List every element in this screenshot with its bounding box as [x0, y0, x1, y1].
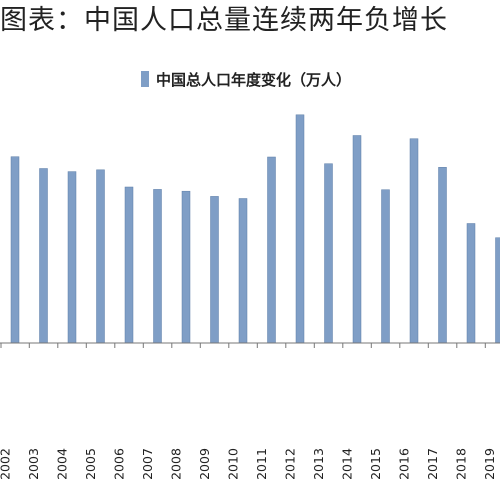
x-tick-label-2015: 2015 — [368, 448, 383, 480]
x-tick-label-2014: 2014 — [340, 448, 355, 480]
bar-2010 — [238, 198, 248, 344]
bar-2002 — [10, 156, 20, 344]
x-tick-label-2005: 2005 — [83, 448, 98, 480]
x-tick-label-2013: 2013 — [311, 448, 326, 480]
bar-2012 — [295, 114, 305, 344]
x-tick-label-2002: 2002 — [0, 448, 13, 480]
bar-2003 — [39, 168, 48, 344]
x-tick-label-2009: 2009 — [197, 448, 212, 480]
legend-label: 中国总人口年度变化（万人） — [156, 71, 351, 89]
x-tick-label-2017: 2017 — [425, 448, 440, 480]
bar-2017 — [438, 167, 447, 344]
x-axis-tick-labels: 2002 2003 2004 2005 2006 2007 2008 2009 2010 2011… — [0, 448, 497, 480]
bar-2009 — [210, 196, 219, 344]
x-tick-label-2012: 2012 — [283, 448, 298, 480]
x-tick-label-2003: 2003 — [26, 448, 41, 480]
bar-2013 — [324, 163, 333, 344]
bar-2007 — [153, 189, 162, 344]
bars — [10, 114, 500, 344]
bar-2005 — [96, 169, 105, 344]
page-title: 图表：中国人口总量连续两年负增长 — [0, 5, 448, 36]
legend: 中国总人口年度变化（万人） — [141, 71, 351, 89]
x-tick-label-2004: 2004 — [55, 448, 70, 480]
legend-swatch — [141, 71, 149, 87]
bar-2011 — [267, 156, 276, 344]
bar-2008 — [181, 190, 191, 344]
x-tick-label-2011: 2011 — [254, 448, 269, 480]
bar-2015 — [381, 189, 390, 344]
x-tick-label-2010: 2010 — [226, 448, 241, 480]
x-tick-label-2007: 2007 — [140, 448, 155, 480]
bar-2016 — [409, 138, 419, 344]
bar-2014 — [352, 135, 362, 344]
x-tick-label-2018: 2018 — [454, 448, 469, 480]
x-tick-label-2008: 2008 — [169, 448, 184, 480]
x-axis-ticks — [0, 343, 486, 348]
x-tick-label-2019: 2019 — [482, 448, 497, 480]
x-tick-label-2006: 2006 — [112, 448, 127, 480]
bar-2004 — [67, 171, 77, 344]
bar-2006 — [124, 186, 134, 344]
x-tick-label-2016: 2016 — [397, 448, 412, 480]
bar-2018 — [466, 223, 476, 344]
bar-2019 — [495, 237, 500, 344]
